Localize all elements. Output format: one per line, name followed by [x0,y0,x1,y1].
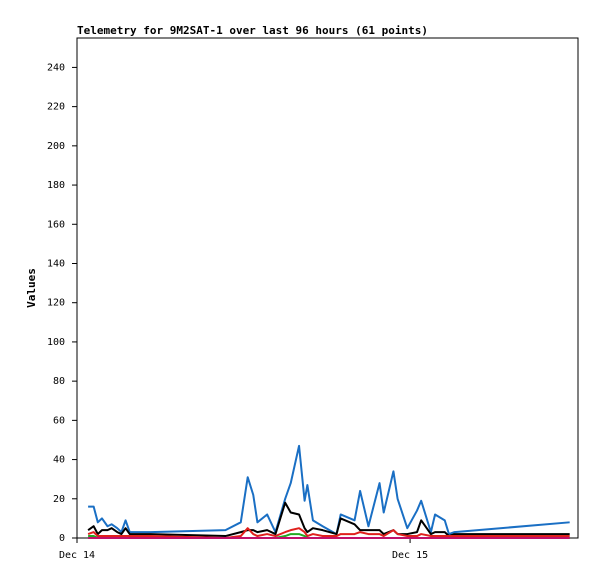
y-axis-label: Values [25,268,38,308]
y-tick-label: 180 [47,180,65,191]
series-line [87,501,570,538]
y-tick-label: 80 [53,376,65,387]
y-tick-label: 0 [59,533,65,544]
y-tick-label: 160 [47,219,65,230]
y-tick-label: 20 [53,494,65,505]
y-tick-label: 140 [47,258,65,269]
y-tick-label: 200 [47,141,65,152]
x-tick-label: Dec 15 [392,550,428,561]
y-tick-label: 220 [47,102,65,113]
y-tick-label: 100 [47,337,65,348]
y-tick-label: 120 [47,298,65,309]
y-tick-label: 40 [53,455,65,466]
x-tick-label: Dec 14 [59,550,95,561]
y-tick-label: 60 [53,415,65,426]
y-tick-label: 240 [47,62,65,73]
series-line [88,444,570,536]
chart-title: Telemetry for 9M2SAT-1 over last 96 hour… [77,24,428,37]
series-line [87,527,570,539]
